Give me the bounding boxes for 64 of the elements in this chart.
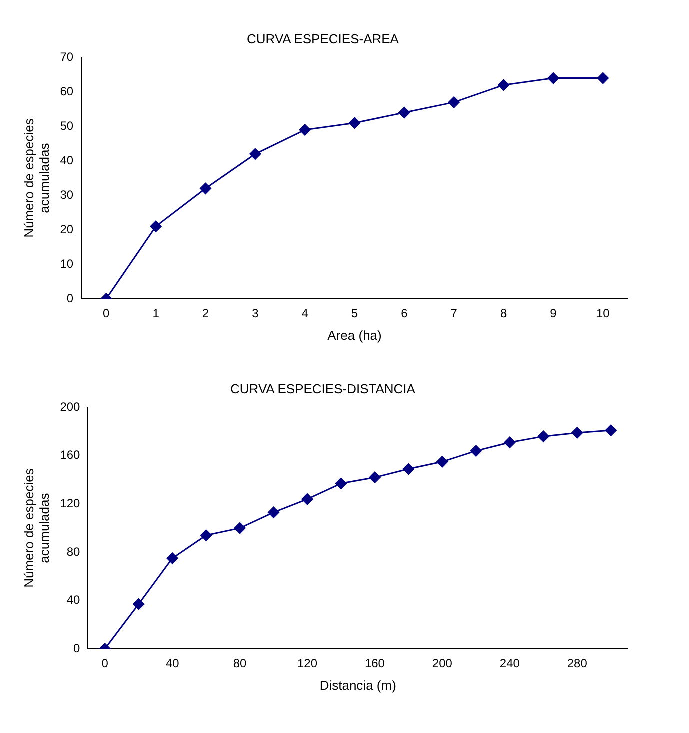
point	[402, 463, 414, 475]
x-tick-label: 200	[432, 656, 453, 671]
point	[166, 552, 178, 564]
y-tick-label: 120	[60, 496, 81, 510]
point	[605, 424, 617, 436]
y-tick-label: 20	[60, 222, 74, 236]
x-axis-title: Area (ha)	[328, 328, 382, 343]
y-tick-label: 40	[66, 593, 81, 608]
x-tick-label: 9	[550, 306, 558, 321]
point	[234, 522, 246, 534]
point	[299, 124, 311, 136]
y-tick-label: 70	[60, 50, 74, 64]
x-tick-label: 120	[297, 656, 318, 671]
point	[302, 494, 314, 506]
x-tick-label: 1	[152, 306, 160, 321]
point	[538, 430, 550, 442]
x-tick-label: 2	[202, 306, 210, 321]
point	[597, 72, 609, 84]
point	[335, 478, 347, 490]
x-tick-label: 40	[166, 656, 180, 671]
x-tick-label: 7	[450, 306, 458, 321]
y-tick-label: 40	[60, 153, 74, 168]
x-tick-label: 80	[233, 656, 248, 671]
point	[448, 96, 460, 108]
x-tick-label: 0	[103, 306, 110, 321]
point	[504, 436, 516, 448]
point	[133, 598, 145, 610]
point	[200, 182, 212, 194]
x-tick-label: 10	[596, 306, 610, 321]
y-axis-title: Número de especies acumuladas	[21, 468, 52, 588]
x-tick-label: 240	[500, 656, 520, 671]
y-axis-title: Número de especies acumuladas	[21, 118, 52, 238]
point	[369, 472, 381, 484]
y-tick-label: 30	[60, 188, 74, 202]
point	[398, 107, 410, 119]
x-tick-label: 5	[351, 306, 358, 321]
x-tick-label: 160	[364, 656, 386, 671]
x-tick-label: 3	[252, 306, 260, 321]
x-tick-label: 4	[302, 306, 309, 321]
x-axis-title: Distancia (m)	[320, 678, 396, 693]
y-tick-label: 60	[60, 84, 74, 98]
point	[498, 79, 510, 91]
point	[250, 148, 262, 160]
chart-title: CURVA ESPECIES-AREA	[247, 31, 400, 46]
x-tick-label: 8	[500, 306, 508, 321]
chart-title: CURVA ESPECIES-DISTANCIA	[230, 381, 416, 396]
y-tick-label: 0	[74, 641, 81, 656]
point	[548, 72, 560, 84]
y-tick-label: 80	[66, 544, 81, 559]
x-tick-label: 6	[401, 306, 408, 321]
y-tick-label: 50	[60, 118, 74, 133]
y-tick-label: 200	[60, 400, 81, 414]
point	[150, 220, 162, 232]
point	[470, 445, 482, 457]
y-tick-label: 10	[60, 256, 74, 271]
point	[349, 117, 361, 129]
point	[200, 530, 212, 542]
y-tick-label: 160	[60, 448, 81, 462]
x-tick-label: 0	[102, 656, 109, 671]
point	[268, 506, 280, 518]
point	[436, 456, 448, 468]
x-tick-label: 280	[567, 656, 588, 671]
y-tick-label: 0	[66, 291, 74, 306]
point	[572, 427, 584, 439]
